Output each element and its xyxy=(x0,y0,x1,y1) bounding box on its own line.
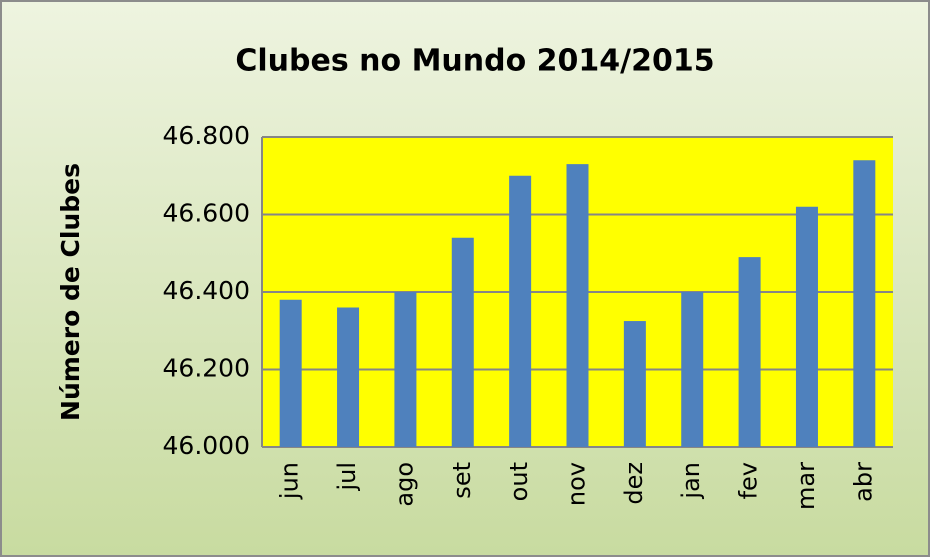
y-tick-label: 46.200 xyxy=(163,354,250,383)
bar xyxy=(623,321,646,447)
bar xyxy=(337,307,360,447)
x-tick-label: out xyxy=(505,462,533,501)
x-tick-label: jan xyxy=(677,462,705,500)
y-tick-label: 46.600 xyxy=(163,199,250,228)
y-tick-label: 46.800 xyxy=(163,121,250,150)
chart-title: Clubes no Mundo 2014/2015 xyxy=(235,44,714,79)
bar xyxy=(509,175,532,447)
bar xyxy=(451,237,474,447)
x-tick-label: ago xyxy=(390,462,418,507)
x-tick-label: mar xyxy=(792,462,820,510)
bar xyxy=(853,160,876,447)
y-tick-label: 46.400 xyxy=(163,276,250,305)
bar xyxy=(738,257,761,447)
x-tick-label: jul xyxy=(333,462,361,492)
x-tick-label: abr xyxy=(849,462,877,502)
bar xyxy=(681,292,704,447)
y-tick-label: 46.000 xyxy=(163,431,250,460)
x-tick-label: dez xyxy=(620,462,648,505)
bar xyxy=(279,299,302,447)
x-tick-label: jun xyxy=(276,462,304,500)
y-axis-label: Número de Clubes xyxy=(56,163,85,421)
bar xyxy=(795,206,818,447)
bar xyxy=(394,292,417,447)
x-tick-label: nov xyxy=(563,462,591,506)
x-tick-label: set xyxy=(448,462,476,499)
x-tick-label: fev xyxy=(735,462,763,499)
bar xyxy=(566,164,589,447)
